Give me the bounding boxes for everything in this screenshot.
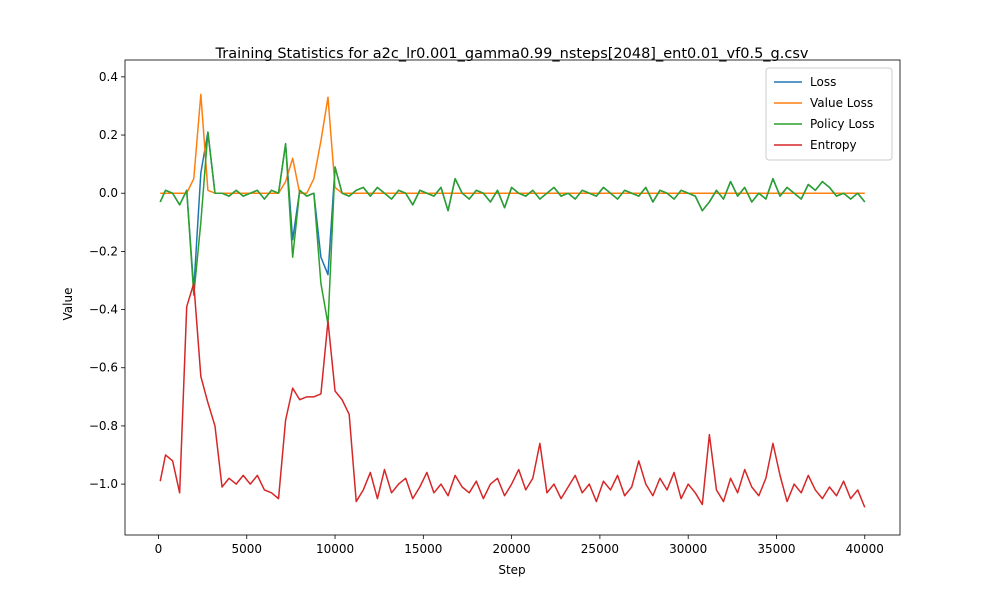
y-tick-label: −0.6 — [89, 361, 118, 375]
legend-box — [765, 67, 893, 161]
x-tick-label: 0 — [155, 542, 163, 556]
y-tick-label: −0.2 — [89, 244, 118, 258]
y-tick-label: 0.4 — [99, 70, 118, 84]
series-line — [159, 282, 866, 508]
series-line — [159, 131, 866, 325]
y-tick-label: 0.2 — [99, 128, 118, 142]
y-tick-label: −0.8 — [89, 419, 118, 433]
x-tick-label: 5000 — [231, 542, 262, 556]
x-tick-label: 10000 — [316, 542, 354, 556]
y-axis-label: Value — [61, 288, 75, 321]
legend-label: Policy Loss — [810, 117, 875, 131]
legend-label: Loss — [810, 75, 836, 89]
legend-label: Entropy — [810, 138, 857, 152]
x-tick-label: 35000 — [757, 542, 795, 556]
y-tick-label: 0.0 — [99, 186, 118, 200]
y-tick-label: −0.4 — [89, 303, 118, 317]
x-tick-label: 40000 — [846, 542, 884, 556]
plot-frame — [124, 59, 901, 536]
x-tick-label: 30000 — [669, 542, 707, 556]
x-tick-label: 25000 — [581, 542, 619, 556]
x-tick-label: 20000 — [493, 542, 531, 556]
x-axis-label: Step — [498, 563, 525, 577]
y-tick-label: −1.0 — [89, 477, 118, 491]
legend-label: Value Loss — [810, 96, 873, 110]
x-tick-label: 15000 — [404, 542, 442, 556]
chart-title: Training Statistics for a2c_lr0.001_gamm… — [215, 46, 809, 62]
